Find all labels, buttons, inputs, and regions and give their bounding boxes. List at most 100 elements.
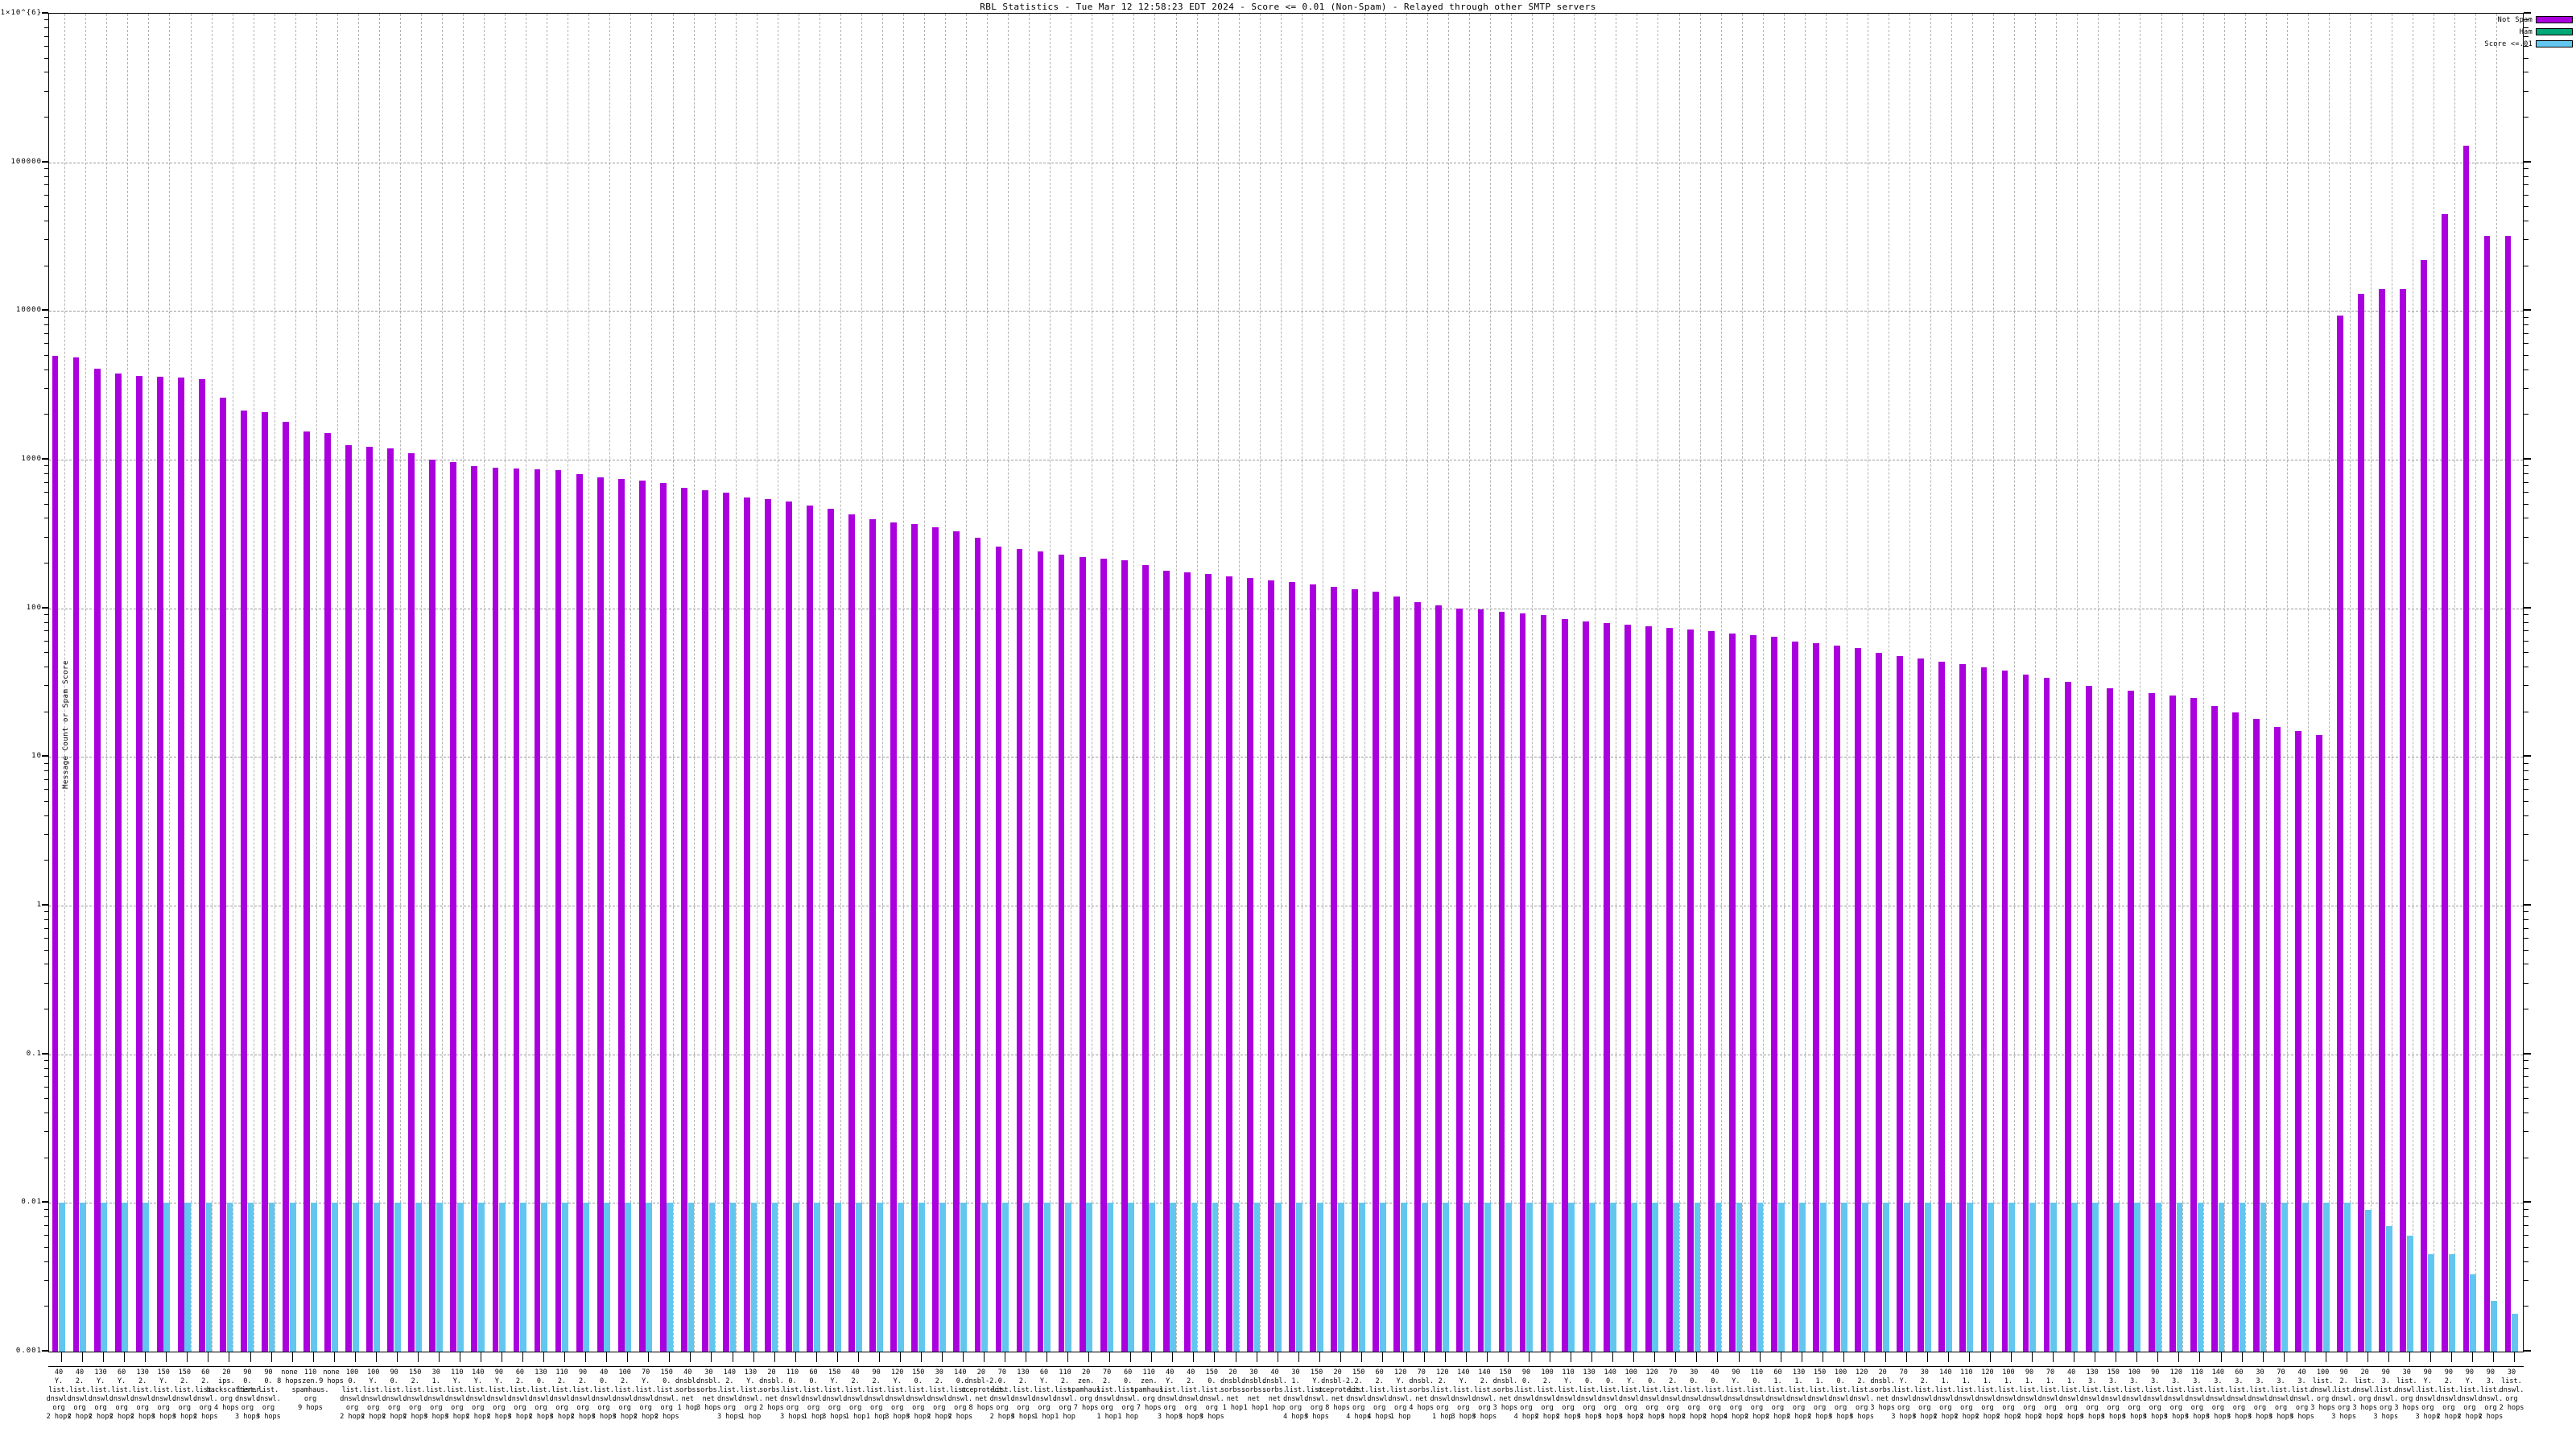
bar-not-spam [576,473,583,1352]
y-tick-minor [44,194,48,196]
y-tick-minor-right [2524,206,2529,208]
x-tick-label: 30 2. list. dnswl. org 3 hops [1912,1368,1938,1421]
bar-group [1621,14,1642,1352]
bar-group [1223,14,1244,1352]
bar-score [1673,1203,1680,1352]
bar-not-spam [890,522,898,1352]
bar-score [2512,1313,2518,1352]
bar-not-spam [1393,597,1401,1352]
grid-line-vertical [966,14,968,1352]
y-tick-minor [44,503,48,505]
x-tick-label: 110 1. list. dnswl. org 2 hops [1954,1368,1979,1421]
bar-not-spam [1561,618,1568,1352]
bar-score [1736,1203,1743,1352]
legend-item-score[interactable]: Score <=.01 [2404,39,2573,49]
x-tick [61,1352,63,1362]
grid-line-vertical [924,14,925,1352]
bar-group [1810,14,1831,1352]
grid-line-vertical [1008,14,1009,1352]
bar-not-spam [2001,671,2008,1352]
x-tick-label: 20 dnsbl-2. uceprotect. net 8 hops [961,1368,1007,1412]
y-tick-minor [44,614,48,616]
y-tick-minor-right [2524,800,2529,802]
x-tick-label: 40 3. list. dnswl. org 3 hops [2289,1368,2314,1421]
x-tick-label: 90 2. list. dnswl. org 3 hops [2331,1368,2356,1421]
bar-not-spam [828,508,835,1352]
bar-group [1244,14,1265,1352]
bar-score [2071,1203,2079,1352]
x-tick-label: 100 3. list. dnswl. org 3 hops [2121,1368,2147,1421]
x-tick [333,1352,335,1362]
bar-group [2166,14,2187,1352]
grid-line-vertical [693,14,695,1352]
x-tick-label: 140 3. list. dnswl. org 3 hops [2206,1368,2231,1421]
bar-score [2008,1203,2015,1352]
bar-not-spam [2337,316,2344,1352]
x-tick-label: 20 zen. spamhaus. org 7 hops [1067,1368,1105,1412]
bar-score [520,1203,526,1352]
x-tick-label: 60 2. list. dnswl. org 3 hops [507,1368,533,1421]
x-tick [312,1352,314,1362]
y-tick-minor-right [2524,1067,2529,1069]
bar-score [1274,1203,1282,1352]
x-tick [1130,1352,1132,1362]
x-tick-label: 150 1. list. dnswl. org 2 hops [1807,1368,1832,1421]
grid-line-vertical [1553,14,1554,1352]
y-tick-minor-right [2524,937,2529,939]
x-tick-label: 140 Y. list. dnswl. org 3 hops [1451,1368,1476,1421]
bar-group [510,14,531,1352]
bar-score [2239,1203,2246,1352]
y-tick-minor [44,1224,48,1226]
bar-score [163,1203,171,1352]
bar-group [2083,14,2103,1352]
x-tick [1696,1352,1698,1362]
bar-score [226,1203,233,1352]
x-tick-label: 20 dnsbl. sorbs. net 3 hops [1870,1368,1896,1412]
x-tick [2304,1352,2306,1362]
y-tick-minor-right [2524,1098,2529,1100]
grid-line-vertical [1385,14,1386,1352]
legend-item-not_spam[interactable]: Not Spam [2404,14,2573,25]
bar-not-spam [1016,549,1023,1352]
bar-score [1819,1203,1827,1352]
bar-not-spam [974,537,981,1352]
x-tick-label: none 8 hops [277,1368,302,1385]
bar-group [615,14,636,1352]
x-tick [2283,1352,2285,1362]
x-axis-ticks [48,1352,2524,1367]
bar-not-spam [1519,613,1526,1352]
y-tick-major-right [2524,160,2531,163]
x-tick-label: 20 list. dnswl. org 3 hops [2352,1368,2378,1412]
y-tick-minor [44,1131,48,1133]
y-tick-minor [44,343,48,345]
x-tick [2178,1352,2180,1362]
bar-not-spam [680,487,687,1352]
y-axis-right [2524,12,2548,1352]
grid-line-vertical [1678,14,1680,1352]
bar-group [2481,14,2502,1352]
grid-line-vertical [630,14,632,1352]
bar-score [1212,1203,1219,1352]
y-tick-minor [44,1306,48,1307]
bar-group [406,14,427,1352]
bar-score [1400,1203,1407,1352]
bar-group [1642,14,1663,1352]
x-tick-label: 90 Y. list. dnswl. org 4 hops [1724,1368,1748,1421]
bar-not-spam [471,466,478,1352]
x-tick [2136,1352,2138,1362]
x-tick [187,1352,188,1362]
bar-group [2314,14,2334,1352]
bar-group [1454,14,1475,1352]
bar-not-spam [1121,560,1128,1352]
bar-group [133,14,154,1352]
bar-score [1086,1203,1093,1352]
x-axis-labels: 40 Y. list. dnswl. org 2 hops 40 2. list.… [47,1368,2524,1446]
bar-not-spam [1162,570,1170,1352]
bar-score [59,1203,66,1352]
x-tick-label: 120 1. list. dnswl. org 2 hops [1975,1368,2000,1421]
x-tick-label: 150 Y. list. dnswl. org 3 hops [1304,1368,1329,1421]
grid-line-vertical [1196,14,1198,1352]
y-tick-minor-right [2524,491,2529,493]
grid-line-vertical [1825,14,1827,1352]
legend-item-ham[interactable]: Ham [2404,27,2573,37]
